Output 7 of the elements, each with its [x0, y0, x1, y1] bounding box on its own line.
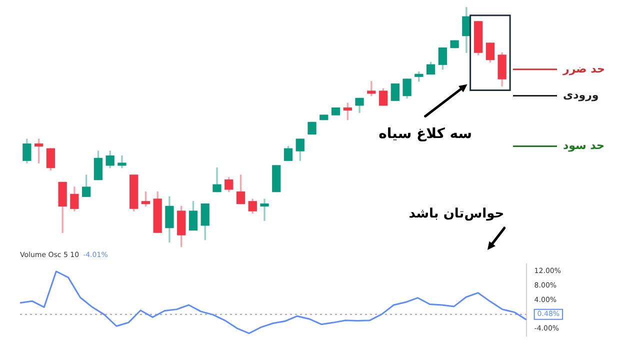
annotation: حواس‌تان باشد [408, 206, 504, 222]
annotation: سه کلاغ سیاه [378, 126, 472, 142]
ref-line-label: حد ضرر [562, 62, 605, 76]
ref-line-label: ورودی [563, 88, 599, 102]
candlestick [260, 198, 269, 221]
candlestick [118, 155, 126, 168]
ref-line-label: حد سود [562, 139, 604, 152]
